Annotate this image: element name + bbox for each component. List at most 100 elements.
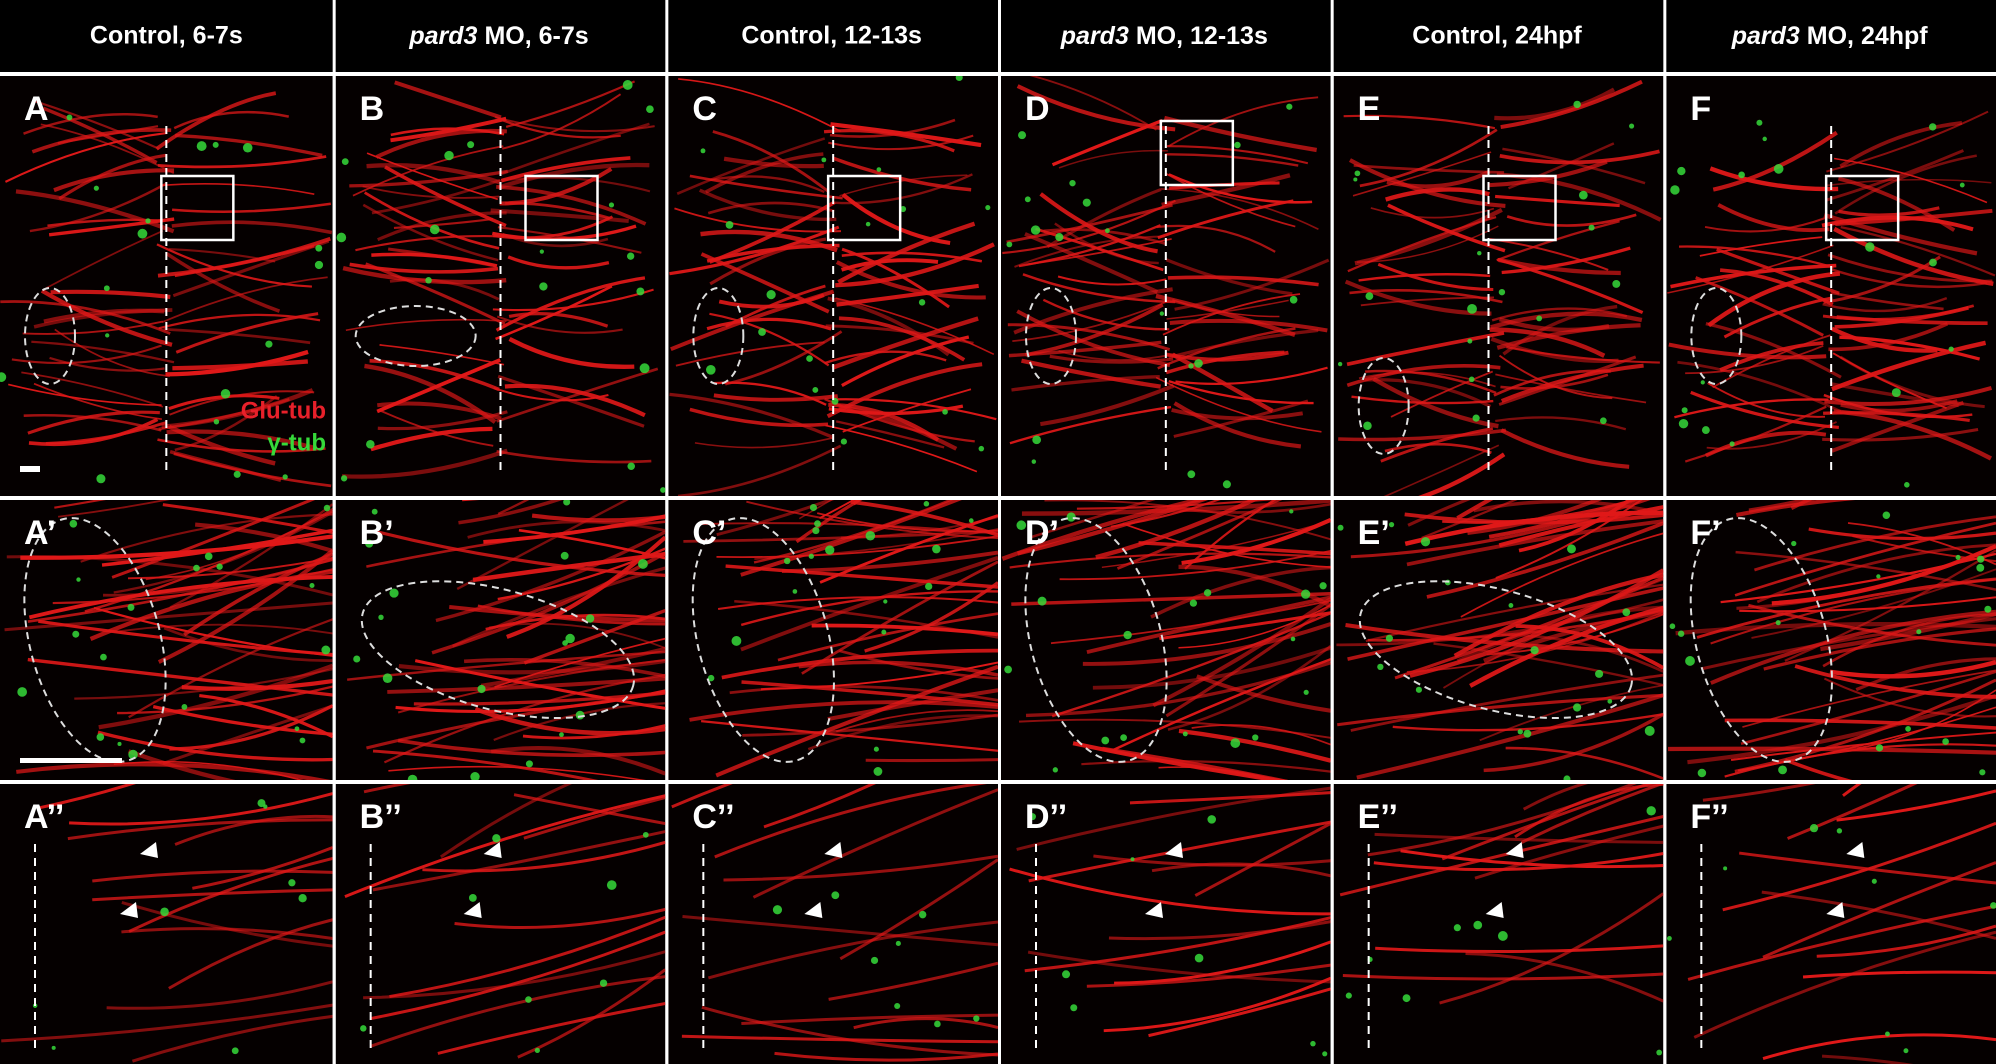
fibre	[181, 679, 333, 691]
fibre	[1343, 114, 1496, 130]
fibre	[158, 313, 321, 330]
fibre	[369, 359, 500, 392]
fibre	[168, 918, 333, 990]
fibre	[1739, 851, 1996, 885]
centrosome	[636, 287, 645, 296]
centrosome	[72, 630, 80, 638]
fibre	[162, 704, 333, 765]
fibre	[163, 626, 333, 662]
fibre	[1508, 142, 1615, 190]
centrosome	[1929, 123, 1937, 131]
arrowhead	[804, 902, 823, 918]
centrosome	[1123, 630, 1132, 640]
fibre	[1832, 352, 1947, 410]
fibre	[741, 1013, 998, 1026]
fibre	[1840, 226, 1996, 277]
centrosome	[1337, 361, 1343, 367]
centrosome	[467, 141, 475, 149]
centrosome	[212, 141, 219, 148]
fibre	[344, 794, 666, 899]
fibre	[397, 738, 666, 758]
fibre	[1724, 743, 1996, 778]
fibre	[841, 251, 983, 263]
fibre	[1702, 784, 1816, 802]
fibre	[1051, 119, 1163, 167]
fibre	[714, 784, 988, 859]
fibre	[172, 239, 330, 298]
fibre	[689, 700, 998, 722]
fibre	[1029, 76, 1157, 131]
fibre	[1406, 519, 1664, 567]
centrosome	[371, 508, 378, 515]
fibre	[1719, 341, 1824, 372]
micrograph	[1001, 500, 1331, 780]
zoom-box	[1482, 174, 1557, 242]
fibre	[1178, 564, 1331, 608]
fibre	[1742, 669, 1996, 728]
fibre	[1722, 821, 1996, 912]
fibre	[1006, 203, 1173, 244]
centrosome	[1595, 669, 1604, 678]
fibre	[127, 749, 236, 780]
centrosome	[1194, 359, 1203, 368]
fibre	[1093, 854, 1331, 867]
panel-label: C’’	[692, 798, 734, 836]
fibre	[1820, 611, 1996, 652]
fibre	[740, 590, 998, 627]
fibre	[807, 714, 998, 751]
fibre	[1058, 149, 1168, 169]
fibre	[1387, 203, 1506, 253]
fibre	[707, 201, 835, 215]
centrosome	[1773, 164, 1784, 174]
fibre	[497, 162, 650, 190]
fibre	[45, 229, 164, 290]
fibre	[839, 858, 998, 961]
fibre	[1700, 617, 1996, 671]
centrosome	[477, 684, 486, 694]
fibre	[746, 500, 998, 540]
centrosome	[895, 940, 901, 947]
centrosome	[1385, 634, 1393, 642]
fibre	[1418, 452, 1506, 496]
fibre	[377, 410, 508, 431]
centrosome	[1006, 241, 1013, 248]
fibre	[842, 388, 972, 433]
centrosome	[1310, 1040, 1316, 1047]
centrosome	[1955, 554, 1961, 560]
fibre	[1751, 568, 1996, 639]
fibre	[741, 680, 998, 707]
fibre	[1740, 670, 1996, 746]
column-title: pard3 MO, 24hpf	[1731, 22, 1929, 50]
centrosome	[1979, 769, 1986, 776]
centrosome	[1607, 698, 1613, 704]
centrosome	[1066, 512, 1076, 522]
fibre	[1345, 622, 1664, 654]
fibre	[379, 344, 505, 366]
centrosome	[213, 418, 220, 425]
fibre	[1349, 289, 1503, 304]
centrosome	[1030, 225, 1041, 235]
fibre	[362, 185, 500, 199]
centrosome	[1472, 414, 1480, 422]
fibre	[1456, 605, 1664, 664]
fibre	[1019, 718, 1331, 739]
fibre	[1012, 299, 1170, 343]
fibre	[1027, 500, 1156, 540]
fibre	[828, 134, 974, 151]
centrosome	[1004, 665, 1012, 674]
centrosome	[1563, 775, 1571, 780]
fibre	[390, 127, 505, 137]
fibre	[824, 350, 947, 365]
fibre	[27, 657, 333, 697]
fibre	[1009, 552, 1331, 569]
centrosome	[93, 185, 99, 191]
centrosome	[840, 438, 847, 445]
centrosome	[876, 167, 882, 172]
fibre	[1346, 331, 1505, 367]
panel-label: D’	[1025, 514, 1059, 552]
fibre	[440, 784, 573, 859]
centrosome	[66, 114, 73, 121]
centrosome	[932, 544, 941, 554]
fibre	[162, 503, 333, 535]
fibre	[341, 448, 508, 479]
